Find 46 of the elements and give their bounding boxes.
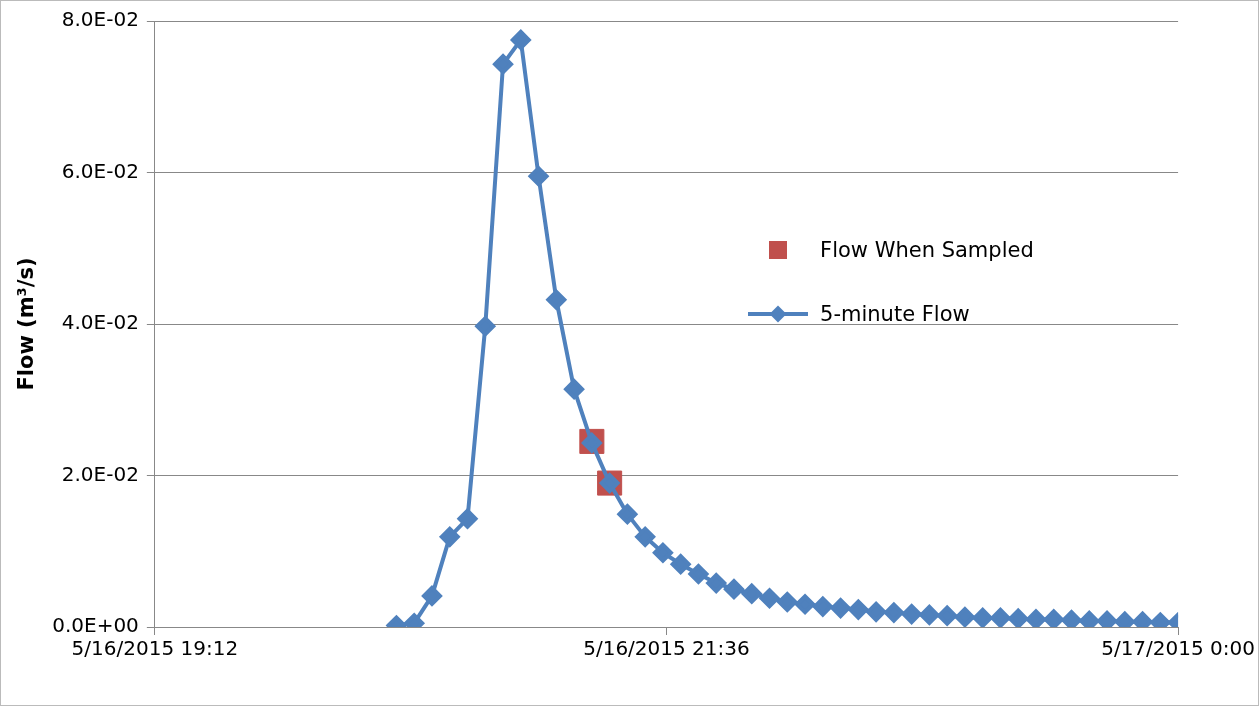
point <box>741 583 762 604</box>
y-tick-label: 0.0E+00 <box>52 613 139 638</box>
point <box>617 504 638 525</box>
point <box>635 526 656 547</box>
point <box>830 598 851 619</box>
x-tick-label: 5/16/2015 21:36 <box>583 636 750 661</box>
point <box>723 579 744 600</box>
point <box>795 594 816 615</box>
point <box>1025 609 1046 627</box>
point <box>706 573 727 594</box>
point <box>528 166 549 187</box>
point <box>457 508 478 529</box>
point <box>883 602 904 623</box>
point <box>652 542 673 563</box>
y-tick-label: 4.0E-02 <box>61 310 139 335</box>
legend-label: Flow When Sampled <box>820 238 1034 262</box>
point <box>670 554 691 575</box>
point <box>510 29 531 50</box>
point <box>439 526 460 547</box>
point <box>493 54 514 75</box>
point <box>777 592 798 612</box>
point <box>990 607 1011 627</box>
point <box>759 588 780 609</box>
point <box>954 607 975 627</box>
point <box>901 604 922 625</box>
point <box>475 316 496 337</box>
point <box>1043 609 1064 627</box>
legend-label: 5-minute Flow <box>820 302 970 326</box>
point <box>972 607 993 627</box>
x-tick-label: 5/17/2015 0:00 <box>1101 636 1255 661</box>
point <box>688 563 709 584</box>
y-axis-title: Flow (m³/s) <box>14 257 39 391</box>
point <box>546 289 567 310</box>
point <box>919 604 940 625</box>
point <box>564 379 585 400</box>
y-tick-label: 6.0E-02 <box>61 158 139 183</box>
point <box>866 601 887 622</box>
point <box>848 599 869 620</box>
point <box>937 605 958 626</box>
y-tick-label: 8.0E-02 <box>61 7 139 32</box>
point <box>421 585 442 606</box>
x-tick-label: 5/16/2015 19:12 <box>71 636 239 661</box>
y-tick-label: 2.0E-02 <box>61 461 139 486</box>
point <box>1008 608 1029 627</box>
point <box>1061 610 1082 627</box>
point <box>812 596 833 617</box>
